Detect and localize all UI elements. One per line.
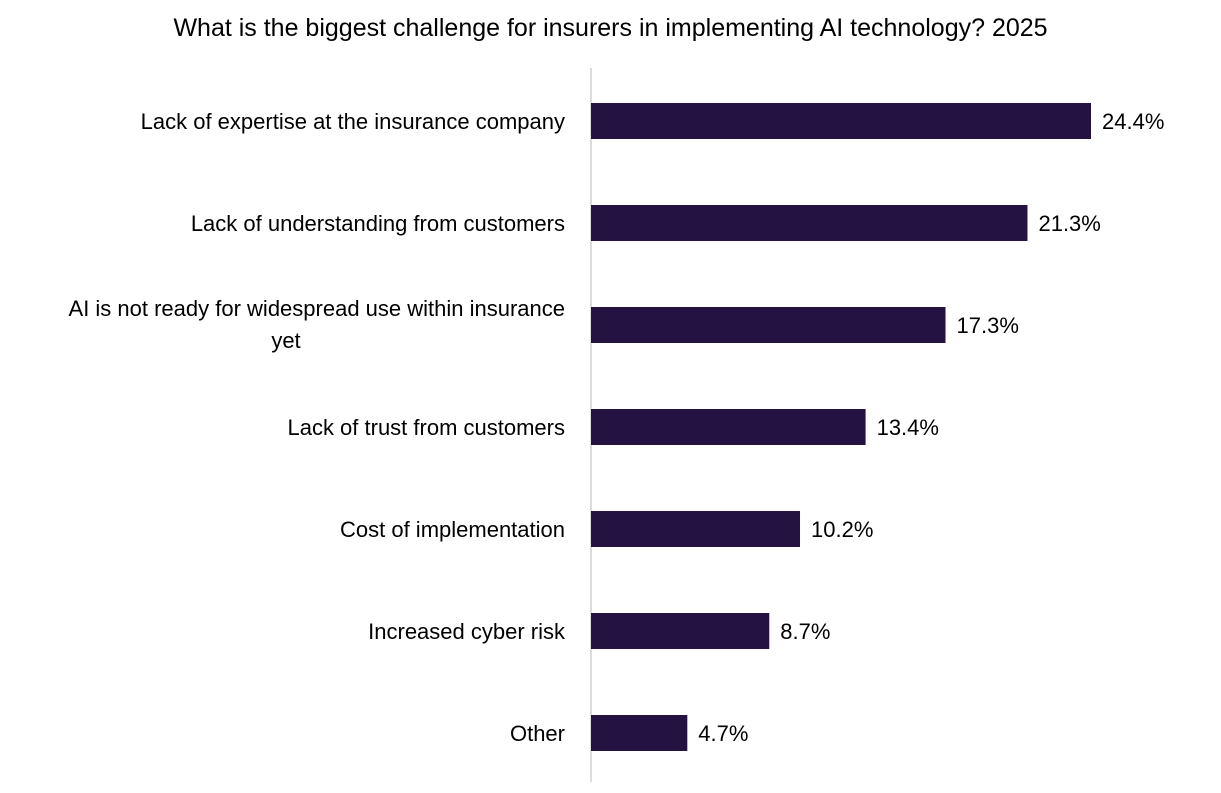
- category-label: Cost of implementation: [340, 517, 565, 542]
- value-label: 13.4%: [877, 415, 939, 440]
- category-label: Lack of expertise at the insurance compa…: [141, 109, 565, 134]
- category-label: Lack of trust from customers: [287, 415, 565, 440]
- category-labels-group: Lack of expertise at the insurance compa…: [69, 109, 566, 746]
- bar: [591, 205, 1028, 241]
- value-labels-group: 24.4% 21.3% 17.3% 13.4% 10.2% 8.7% 4.7%: [698, 109, 1164, 746]
- value-label: 24.4%: [1102, 109, 1164, 134]
- category-label: Lack of understanding from customers: [191, 211, 565, 236]
- chart-title: What is the biggest challenge for insure…: [173, 14, 1048, 42]
- bars-group: [591, 103, 1091, 751]
- category-label: yet: [271, 328, 300, 353]
- value-label: 8.7%: [780, 619, 830, 644]
- bar: [591, 307, 946, 343]
- bar: [591, 511, 801, 547]
- category-label: Other: [510, 721, 565, 746]
- value-label: 10.2%: [811, 517, 873, 542]
- category-label: Increased cyber risk: [368, 619, 566, 644]
- bar: [591, 103, 1091, 139]
- bar: [591, 613, 770, 649]
- bar: [591, 409, 866, 445]
- bar: [591, 715, 688, 751]
- category-label: AI is not ready for widespread use withi…: [69, 296, 565, 321]
- value-label: 21.3%: [1038, 211, 1100, 236]
- value-label: 4.7%: [698, 721, 748, 746]
- value-label: 17.3%: [957, 313, 1019, 338]
